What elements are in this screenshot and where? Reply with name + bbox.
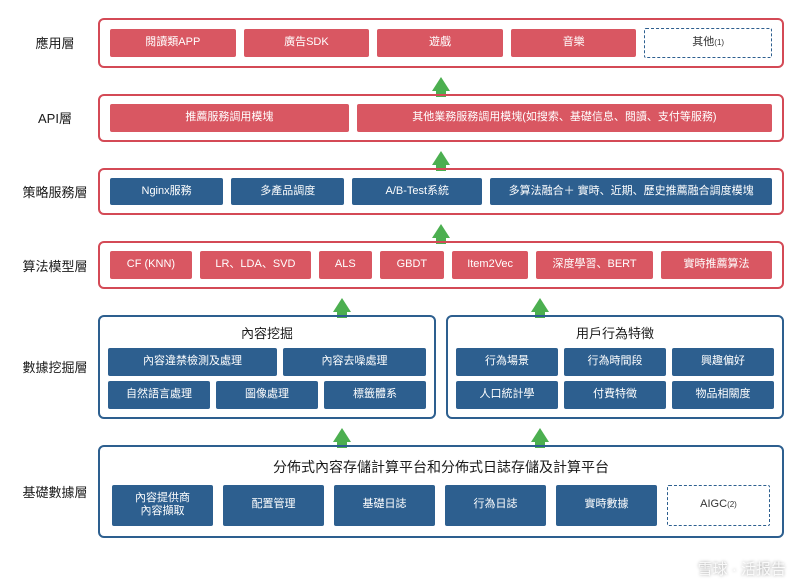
arrow-policy-to-api [98, 148, 784, 168]
arrow-base-to-mining [98, 425, 784, 445]
block: 閱讀類APP [110, 29, 236, 57]
watermark: 雪球 · 活报告 [674, 558, 786, 579]
block: 基礎日誌 [334, 485, 435, 527]
block: 多產品調度 [231, 178, 344, 206]
sub-box-content-mining: 內容挖掘 內容違禁檢測及處理內容去噪處理自然語言處理圖像處理標籤體系 [98, 315, 436, 419]
layer-api: API層 推薦服務調用模塊其他業務服務調用模塊(如搜索、基礎信息、閱讀、支付等服… [12, 94, 784, 142]
block: ALS [319, 251, 372, 279]
block: 其他業務服務調用模塊(如搜索、基礎信息、閱讀、支付等服務) [357, 104, 772, 132]
layer-label-app: 應用層 [12, 33, 98, 52]
block: 內容去噪處理 [283, 348, 426, 376]
layer-label-policy: 策略服務層 [12, 182, 98, 201]
block: 標籤體系 [324, 381, 426, 409]
block: 行為日誌 [445, 485, 546, 527]
layer-algo: 算法模型層 CF (KNN) LR、LDA、SVD ALS GBDT Item2Vec 深… [12, 241, 784, 289]
block: 內容違禁檢測及處理 [108, 348, 277, 376]
layer-mining: 數據挖掘層 內容挖掘 內容違禁檢測及處理內容去噪處理自然語言處理圖像處理標籤體系… [12, 315, 784, 419]
layer-box-policy: Nginx服務多產品調度 A/B-Test系統多算法融合＋ 實時、近期、歷史推薦融… [98, 168, 784, 216]
block: 配置管理 [223, 485, 324, 527]
xueqiu-icon [674, 560, 692, 578]
block: 其他(1) [644, 28, 772, 58]
layer-box-algo: CF (KNN) LR、LDA、SVD ALS GBDT Item2Vec 深度學習、BE… [98, 241, 784, 289]
layer-base: 基礎數據層 分佈式內容存儲計算平台和分佈式日誌存儲及計算平台 內容提供商 內容擷… [12, 445, 784, 539]
layer-label-base: 基礎數據層 [12, 482, 98, 501]
arrow-algo-to-policy [98, 221, 784, 241]
block: 行為場景 [456, 348, 558, 376]
sub-title-content: 內容挖掘 [108, 323, 426, 342]
arrow-api-to-app [98, 74, 784, 94]
layer-box-mining: 內容挖掘 內容違禁檢測及處理內容去噪處理自然語言處理圖像處理標籤體系 用戶行為特… [98, 315, 784, 419]
base-title: 分佈式內容存儲計算平台和分佈式日誌存儲及計算平台 [112, 457, 770, 477]
block: 深度學習、BERT [536, 251, 653, 279]
block: 圖像處理 [216, 381, 318, 409]
block: CF (KNN) [110, 251, 192, 279]
arrow-mining-to-algo [98, 295, 784, 315]
sub-box-user-behavior: 用戶行為特徵 行為場景行為時間段興趣偏好人口統計學付費特徵物品相關度 [446, 315, 784, 419]
block: 實時推薦算法 [661, 251, 772, 279]
layer-label-algo: 算法模型層 [12, 256, 98, 275]
block: 興趣偏好 [672, 348, 774, 376]
block: Item2Vec [452, 251, 528, 279]
block: 實時數據 [556, 485, 657, 527]
sub-title-behavior: 用戶行為特徵 [456, 323, 774, 342]
block: GBDT [380, 251, 444, 279]
block: LR、LDA、SVD [200, 251, 311, 279]
layer-box-api: 推薦服務調用模塊其他業務服務調用模塊(如搜索、基礎信息、閱讀、支付等服務) [98, 94, 784, 142]
block: 人口統計學 [456, 381, 558, 409]
block: 內容提供商 內容擷取 [112, 485, 213, 527]
block: 音樂 [511, 29, 637, 57]
block: 多算法融合＋ 實時、近期、歷史推薦融合調度模塊 [490, 178, 772, 206]
block: 自然語言處理 [108, 381, 210, 409]
layer-policy: 策略服務層 Nginx服務多產品調度 A/B-Test系統多算法融合＋ 實時、近期… [12, 168, 784, 216]
block: 廣告SDK [244, 29, 370, 57]
watermark-text: 雪球 · 活报告 [698, 558, 786, 579]
layer-box-base: 分佈式內容存儲計算平台和分佈式日誌存儲及計算平台 內容提供商 內容擷取配置管理基… [98, 445, 784, 539]
block: 付費特徵 [564, 381, 666, 409]
layer-label-api: API層 [12, 108, 98, 127]
block: 物品相關度 [672, 381, 774, 409]
layer-app: 應用層 閱讀類APP 廣告SDK遊戲音樂其他(1) [12, 18, 784, 68]
layer-label-mining: 數據挖掘層 [12, 357, 98, 376]
block: Nginx服務 [110, 178, 223, 206]
layer-box-app: 閱讀類APP 廣告SDK遊戲音樂其他(1) [98, 18, 784, 68]
block: 遊戲 [377, 29, 503, 57]
block: AIGC(2) [667, 485, 770, 527]
block: 推薦服務調用模塊 [110, 104, 349, 132]
block: 行為時間段 [564, 348, 666, 376]
block: A/B-Test系統 [352, 178, 482, 206]
